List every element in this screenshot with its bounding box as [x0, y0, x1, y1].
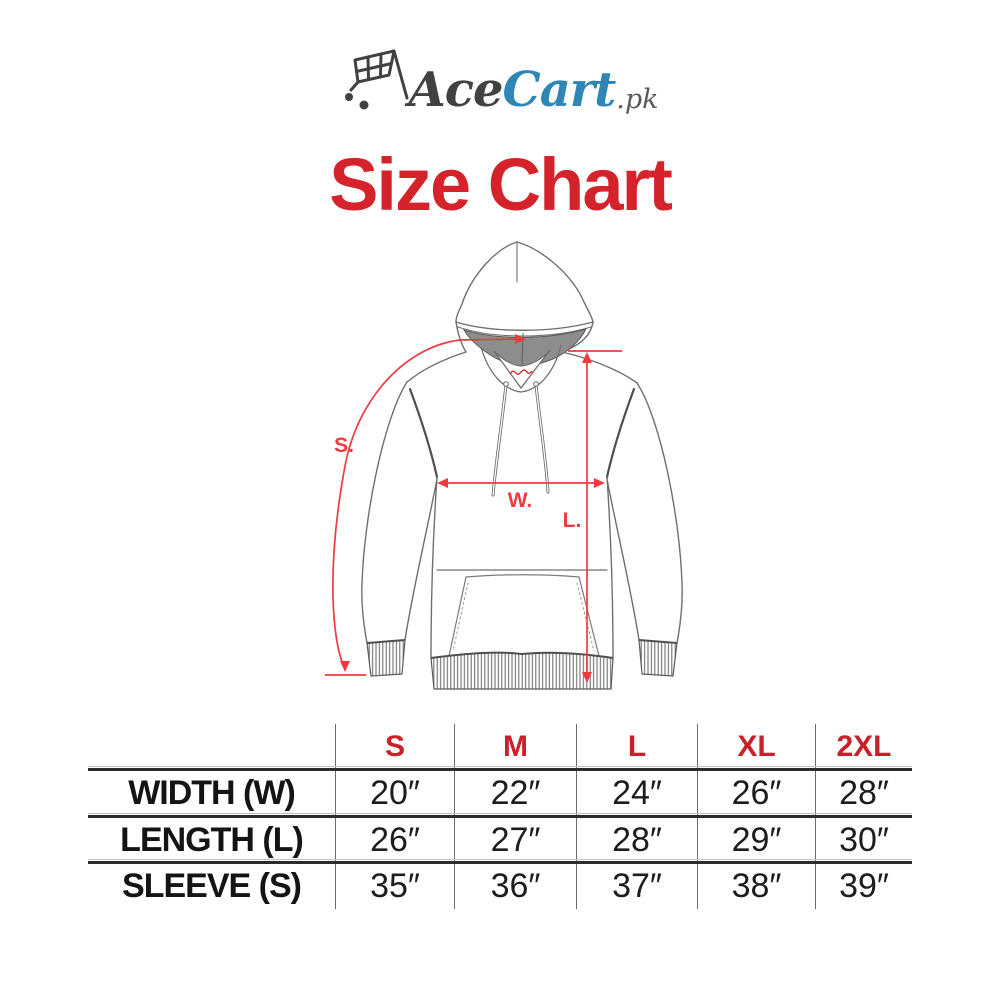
header-spacer — [88, 724, 335, 770]
sleeve-value-l: 37″ — [576, 863, 697, 909]
sleeve-measure-line — [325, 334, 526, 676]
size-header-xl: XL — [697, 724, 815, 770]
sleeve-value-s: 35″ — [335, 863, 454, 909]
hood-interior — [462, 328, 587, 393]
table-divider — [88, 765, 912, 771]
row-label-length: LENGTH (L) — [120, 820, 304, 859]
brand-name-second: Cart — [502, 62, 617, 118]
length-value-xl: 29″ — [697, 817, 815, 863]
size-header-m: M — [454, 724, 576, 770]
size-header-l: L — [576, 724, 697, 770]
sleeve-value-xl: 38″ — [697, 863, 815, 909]
brand-name-first: Ace — [408, 62, 503, 118]
size-header-s: S — [335, 724, 454, 770]
sleeve-label: S. — [334, 434, 354, 457]
hoodie-measurement-diagram: W. L. S. — [325, 241, 683, 690]
neck-brand-tag — [509, 369, 533, 375]
row-label-width: WIDTH (W) — [128, 774, 296, 812]
brand-logo: Ace Cart .pk — [0, 44, 1000, 114]
ribbed-trim — [366, 639, 678, 690]
size-table: S M L XL 2XL WIDTH (W) 20″ 22″ 24″ 26″ 2… — [88, 724, 912, 909]
length-value-m: 27″ — [454, 817, 576, 863]
length-value-s: 26″ — [335, 817, 454, 863]
width-value-xl: 26″ — [697, 770, 815, 817]
width-value-l: 24″ — [576, 770, 697, 817]
table-divider — [88, 858, 912, 864]
width-value-s: 20″ — [335, 770, 454, 817]
measurement-annotations: W. L. S. — [325, 334, 622, 683]
brand-domain-suffix: .pk — [616, 84, 659, 115]
length-value-2xl: 30″ — [815, 817, 912, 863]
size-header-2xl: 2XL — [815, 724, 912, 770]
length-measure-line — [568, 350, 622, 683]
width-value-m: 22″ — [454, 770, 576, 817]
table-divider — [88, 812, 912, 818]
width-measure-line — [437, 478, 605, 488]
length-label: L. — [563, 509, 582, 532]
shopping-cart-icon — [345, 49, 409, 110]
width-label: W. — [508, 489, 533, 512]
row-label-sleeve: SLEEVE (S) — [122, 866, 302, 905]
drawstrings — [491, 381, 550, 497]
sleeve-value-2xl: 39″ — [815, 863, 912, 909]
hoodie-outline — [361, 241, 683, 659]
width-value-2xl: 28″ — [815, 770, 912, 817]
sleeve-value-m: 36″ — [454, 863, 576, 909]
length-value-l: 28″ — [576, 817, 697, 863]
page-title: Size Chart — [329, 143, 673, 226]
